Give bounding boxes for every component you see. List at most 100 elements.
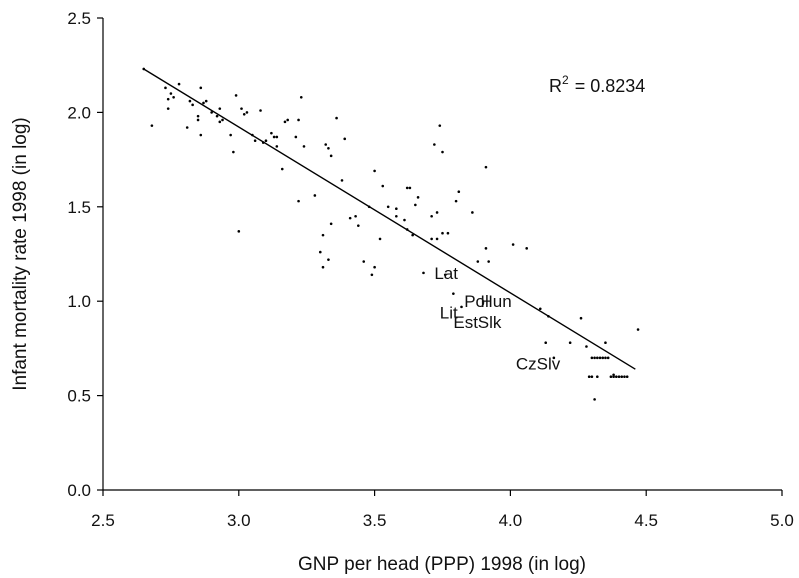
data-point [433, 143, 436, 146]
data-point [403, 218, 406, 222]
data-point [196, 118, 200, 122]
data-point [242, 112, 246, 116]
data-point [476, 260, 480, 263]
data-point [253, 139, 257, 143]
data-point [612, 373, 615, 377]
data-point [354, 214, 357, 218]
point-label: Lat [434, 264, 458, 283]
data-point [313, 194, 317, 197]
axes [102, 18, 782, 491]
data-point [321, 233, 325, 237]
data-point [370, 273, 374, 277]
data-point [191, 103, 194, 107]
data-point [430, 237, 433, 241]
x-tick-label: 4.0 [499, 511, 523, 530]
x-tick-label: 4.5 [634, 511, 658, 530]
data-point [294, 135, 298, 139]
data-point [221, 118, 224, 122]
data-point [623, 375, 626, 379]
data-point [237, 230, 241, 233]
data-point [405, 186, 409, 190]
point-label: CzSlv [516, 355, 561, 374]
data-point [199, 86, 203, 90]
data-point [430, 214, 433, 218]
data-point [579, 316, 583, 320]
data-point [329, 154, 333, 158]
data-point [552, 356, 556, 360]
data-point [166, 97, 170, 101]
r-squared-label: R2 = 0.8234 [549, 73, 645, 96]
data-point [416, 196, 420, 199]
data-point [215, 114, 219, 118]
data-point [204, 99, 208, 103]
data-point [318, 250, 322, 254]
x-tick-label: 2.5 [91, 511, 115, 530]
data-point [164, 86, 167, 90]
data-point [275, 135, 279, 139]
data-point [259, 109, 262, 112]
data-point [297, 199, 300, 203]
data-point [457, 190, 461, 193]
data-point [587, 375, 591, 379]
data-point [270, 131, 273, 135]
data-point [218, 107, 222, 110]
data-point [196, 114, 200, 118]
point-label: Hun [481, 292, 512, 311]
data-point [202, 101, 205, 105]
data-point [604, 341, 607, 345]
data-point [609, 375, 613, 379]
ticks: 2.5 3.0 3.5 4.0 4.5 5.0 0.0 0.5 1.0 1.5 2.0 2.5 [67, 9, 793, 530]
y-tick-label: 2.0 [67, 103, 91, 122]
data-point [596, 356, 599, 360]
y-tick-label: 0.0 [67, 481, 91, 500]
data-point [329, 222, 333, 226]
x-tick-label: 5.0 [770, 511, 794, 530]
data-point [199, 133, 203, 137]
data-point [590, 356, 594, 360]
data-point [335, 116, 338, 120]
data-point [625, 375, 629, 379]
data-point [585, 345, 588, 348]
data-point [612, 375, 615, 379]
data-point [443, 273, 447, 277]
data-point [302, 145, 306, 148]
point-label: Pol [464, 292, 489, 311]
data-point [395, 207, 398, 210]
data-point [232, 150, 235, 154]
y-axis-title: Infant mortality rate 1998 (in log) [10, 117, 31, 391]
data-point [150, 124, 154, 127]
data-point [601, 356, 605, 360]
data-point [435, 211, 439, 214]
data-point [441, 150, 444, 154]
data-point [598, 356, 602, 360]
trendline-group [143, 68, 636, 370]
data-point [348, 216, 352, 220]
data-point [604, 356, 607, 360]
data-point [435, 237, 439, 241]
data-point [362, 260, 366, 263]
data-point [166, 107, 170, 110]
data-point [441, 231, 444, 235]
data-point [169, 92, 173, 95]
data-point [327, 146, 330, 150]
data-point [343, 137, 347, 141]
data-point [593, 356, 596, 360]
data-point [538, 307, 542, 311]
data-point [422, 271, 425, 275]
data-point [188, 99, 192, 103]
data-point [297, 118, 300, 122]
data-point [327, 258, 330, 261]
data-point [593, 398, 596, 401]
data-points [142, 67, 640, 401]
data-point [324, 143, 328, 146]
data-point [636, 328, 640, 331]
data-point [245, 111, 249, 114]
data-point [240, 107, 243, 110]
data-point [218, 120, 222, 124]
data-point [460, 305, 463, 309]
point-label: Lit [440, 304, 458, 323]
data-point [272, 135, 276, 139]
data-point [280, 167, 284, 171]
